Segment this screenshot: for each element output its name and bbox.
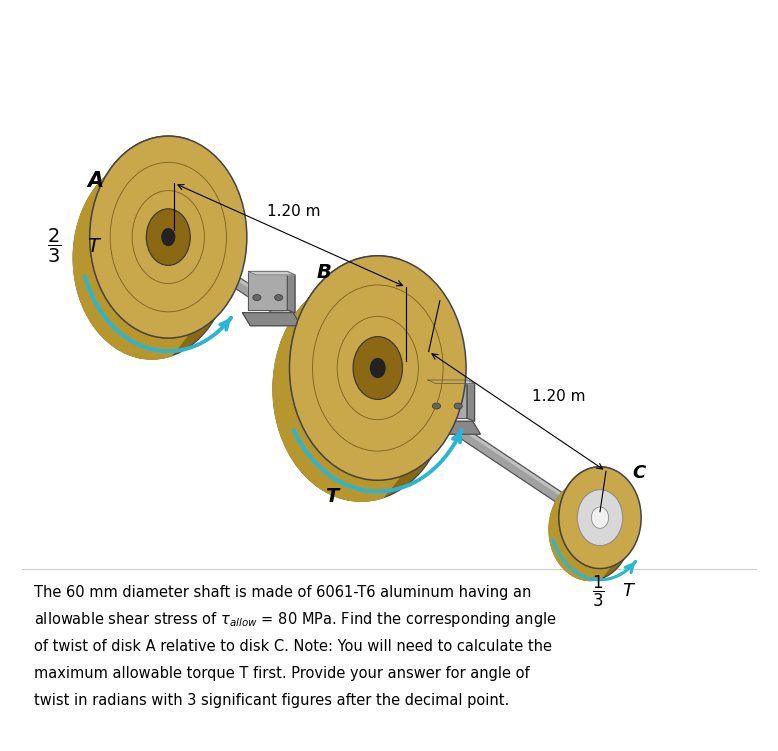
Text: T: T — [87, 237, 100, 255]
Polygon shape — [467, 380, 475, 421]
Polygon shape — [73, 136, 187, 359]
Polygon shape — [428, 380, 467, 418]
Ellipse shape — [370, 358, 386, 378]
Text: of twist of disk A relative to disk C. Note: You will need to calculate the: of twist of disk A relative to disk C. N… — [33, 639, 552, 654]
Ellipse shape — [273, 276, 450, 501]
Polygon shape — [243, 312, 301, 326]
Polygon shape — [287, 272, 295, 312]
Polygon shape — [273, 256, 400, 501]
Text: A: A — [87, 171, 103, 191]
Ellipse shape — [289, 256, 466, 480]
Ellipse shape — [559, 467, 641, 569]
Ellipse shape — [253, 294, 261, 300]
Text: B: B — [317, 263, 331, 282]
Polygon shape — [549, 467, 610, 581]
Ellipse shape — [353, 336, 402, 400]
Text: C: C — [633, 464, 646, 482]
Ellipse shape — [591, 507, 608, 529]
Ellipse shape — [433, 403, 440, 409]
Ellipse shape — [549, 478, 632, 581]
Polygon shape — [428, 380, 475, 384]
Polygon shape — [180, 242, 591, 521]
Polygon shape — [248, 272, 287, 309]
Ellipse shape — [161, 228, 175, 246]
Ellipse shape — [146, 209, 191, 265]
Text: maximum allowable torque T first. Provide your answer for angle of: maximum allowable torque T first. Provid… — [33, 666, 529, 681]
Ellipse shape — [454, 403, 462, 409]
Ellipse shape — [577, 490, 622, 546]
Text: The 60 mm diameter shaft is made of 6061-T6 aluminum having an: The 60 mm diameter shaft is made of 6061… — [33, 585, 531, 600]
Text: allowable shear stress of $\tau_{allow}$ = 80 MPa. Find the corresponding angle: allowable shear stress of $\tau_{allow}$… — [33, 610, 556, 629]
Text: 1.20 m: 1.20 m — [267, 204, 321, 219]
Text: T: T — [324, 487, 338, 506]
Polygon shape — [184, 242, 591, 514]
Ellipse shape — [73, 157, 230, 359]
Text: T: T — [622, 582, 633, 600]
Text: $\dfrac{2}{3}$: $\dfrac{2}{3}$ — [47, 227, 61, 265]
Ellipse shape — [275, 294, 282, 300]
Polygon shape — [422, 421, 481, 434]
Polygon shape — [248, 272, 295, 275]
Text: 1.20 m: 1.20 m — [531, 389, 585, 404]
Ellipse shape — [89, 136, 247, 338]
Text: twist in radians with 3 significant figures after the decimal point.: twist in radians with 3 significant figu… — [33, 692, 509, 707]
Text: $\dfrac{1}{3}$: $\dfrac{1}{3}$ — [592, 573, 605, 608]
